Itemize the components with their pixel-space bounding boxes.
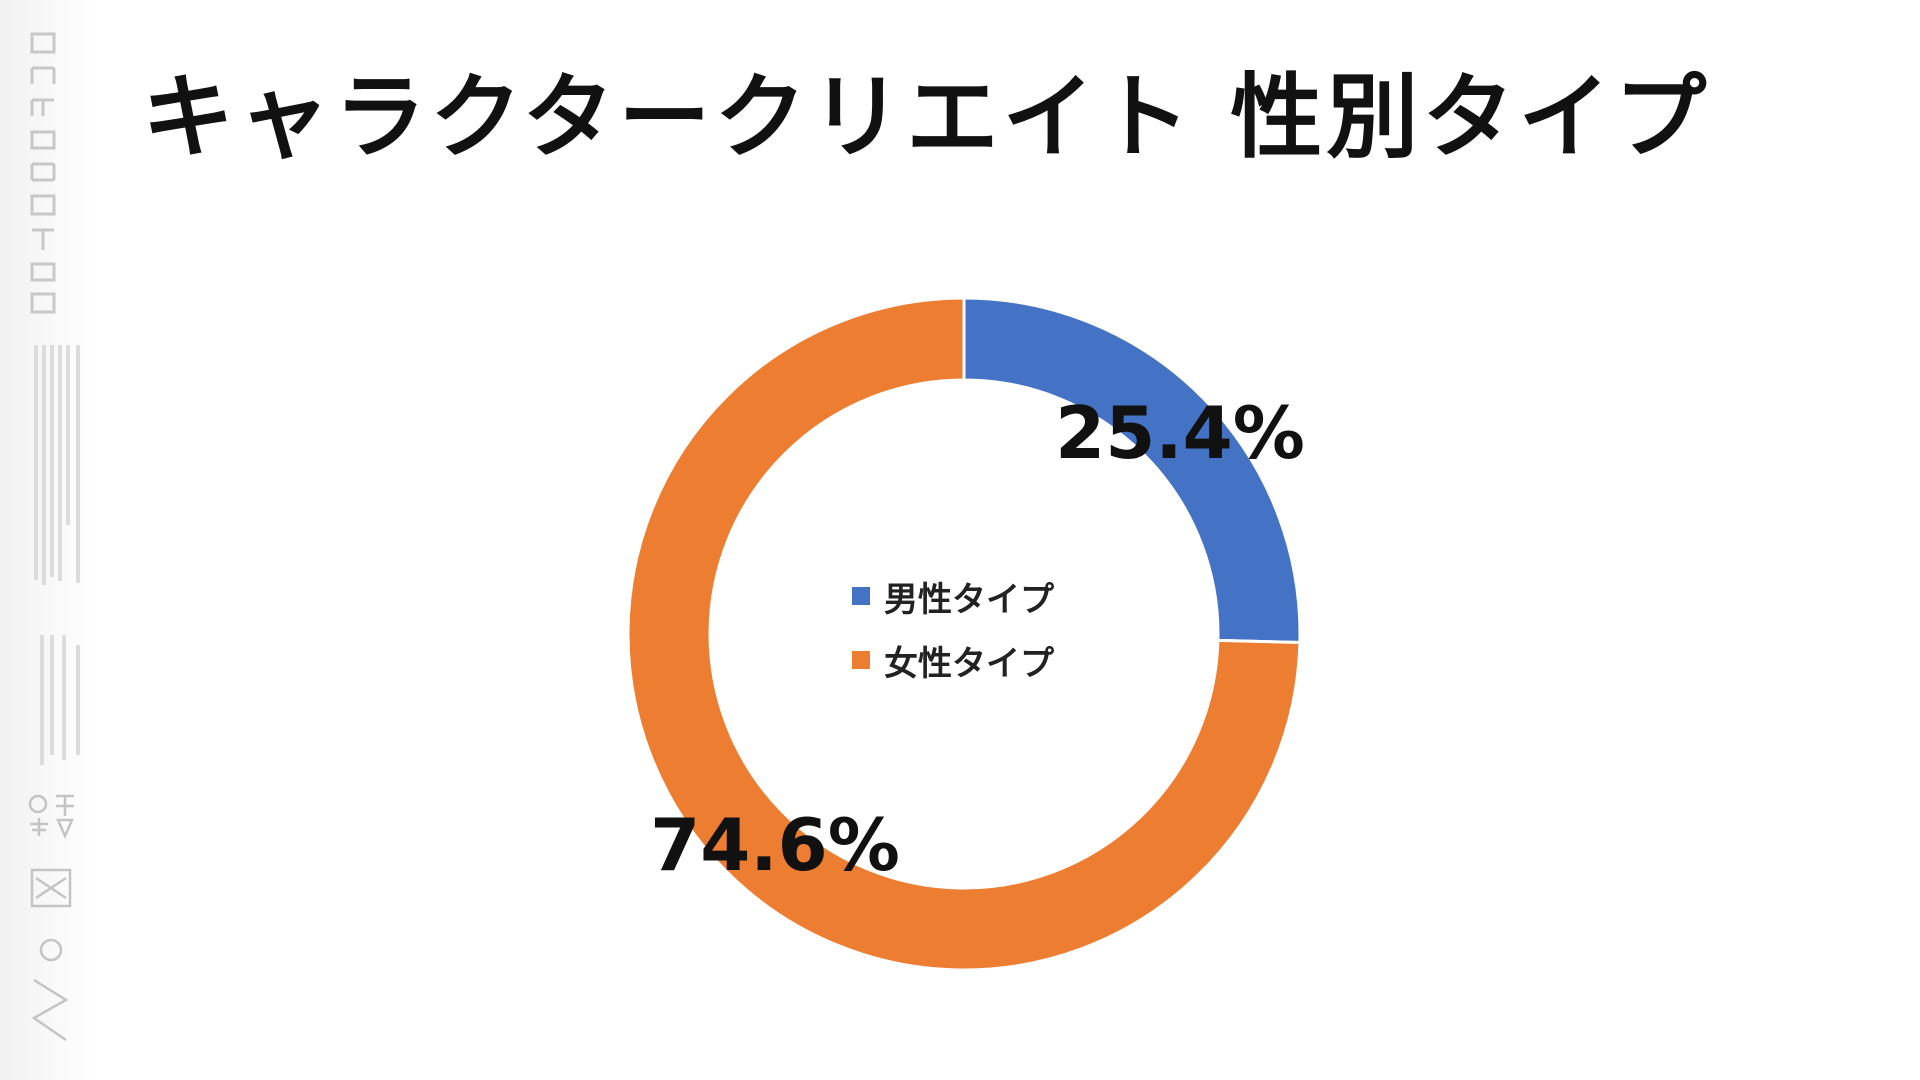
donut-slice-female — [626, 296, 1302, 972]
data-labels: 25.4% 74.6% — [650, 391, 1305, 887]
legend-item-female: 女性タイプ — [852, 638, 1054, 684]
legend-label-female: 女性タイプ — [884, 643, 1054, 684]
blue-protocol-logo — [26, 28, 60, 318]
chart-legend: 男性タイプ 女性タイプ — [852, 574, 1054, 702]
donut-slice-male — [962, 296, 1302, 644]
legend-item-male: 男性タイプ — [852, 574, 1054, 620]
slide-title: キャラクタークリエイト 性別タイプ — [142, 63, 1711, 171]
donut-slices — [626, 296, 1302, 972]
branding-sidebar — [0, 0, 98, 1080]
legend-swatch-female — [852, 651, 870, 669]
fineprint-decoration — [32, 345, 84, 765]
data-label-male: 25.4% — [1055, 391, 1305, 475]
data-label-female: 74.6% — [650, 803, 900, 887]
legend-label-male: 男性タイプ — [884, 579, 1054, 620]
publisher-emblems — [26, 790, 82, 1050]
legend-swatch-male — [852, 587, 870, 605]
